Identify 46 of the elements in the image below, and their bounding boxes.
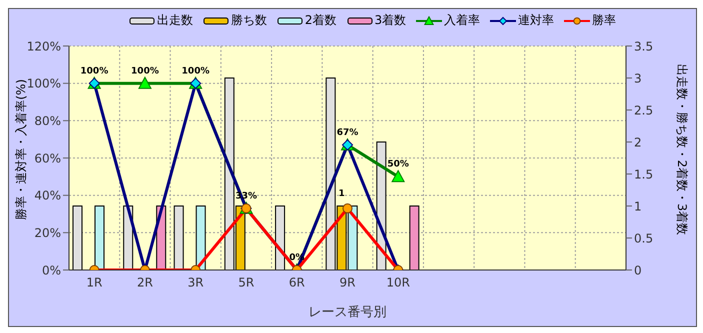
bar [94,206,104,270]
y2-tick-label: 2 [634,135,642,150]
point [138,76,152,89]
bar [72,206,82,270]
y2-tick-label: 0 [634,263,642,278]
y2-tick-label: 3 [634,71,642,86]
data-label: 100% [131,66,159,76]
point [392,170,405,182]
x-tick-label: 2R [136,276,153,290]
legend-label: 勝ち数 [230,12,267,29]
y2-tick-label: 0.5 [634,231,654,246]
y-tick-label: 0% [42,263,61,278]
data-label: 67% [336,128,358,138]
bar [174,206,184,270]
y-tick-label: 120% [26,39,61,54]
y-tick-label: 20% [34,226,61,240]
x-axis-title: レース番号別 [308,305,386,320]
legend-label: 出走数 [156,12,193,29]
y-axis-title: 勝率・連対率・入着率(%) [14,79,28,220]
x-tick-label: 5R [238,276,254,290]
bar [409,206,420,270]
legend-label: 3着数 [374,12,406,29]
data-label: 100% [80,66,108,76]
y2-tick-label: 1 [634,199,642,214]
legend-label: 連対率 [518,12,554,29]
x-tick-label: 9R [340,276,356,290]
x-tick-label: 1R [86,276,102,290]
data-label: 100% [182,66,210,76]
x-tick-label: 10R [386,276,410,290]
y-tick-label: 60% [34,151,61,166]
bar [196,206,206,270]
x-tick-label: 3R [188,276,204,290]
data-label: 50% [387,160,409,170]
y2-tick-label: 1.5 [634,167,654,182]
y-tick-label: 40% [34,188,61,203]
y-tick-label: 80% [34,114,61,128]
legend-label: 勝率 [592,12,616,29]
legend-label: 2着数 [304,12,336,29]
data-label: 1 [338,189,345,199]
x-tick-label: 6R [288,276,305,290]
y2-axis-title: 出走数・勝ち数・2着数・3着数 [675,64,689,236]
y2-tick-label: 3.5 [634,39,654,54]
bar [275,206,286,270]
legend-label: 入着率 [444,12,480,29]
y-tick-label: 100% [26,76,61,91]
y2-tick-label: 2.5 [634,103,654,118]
